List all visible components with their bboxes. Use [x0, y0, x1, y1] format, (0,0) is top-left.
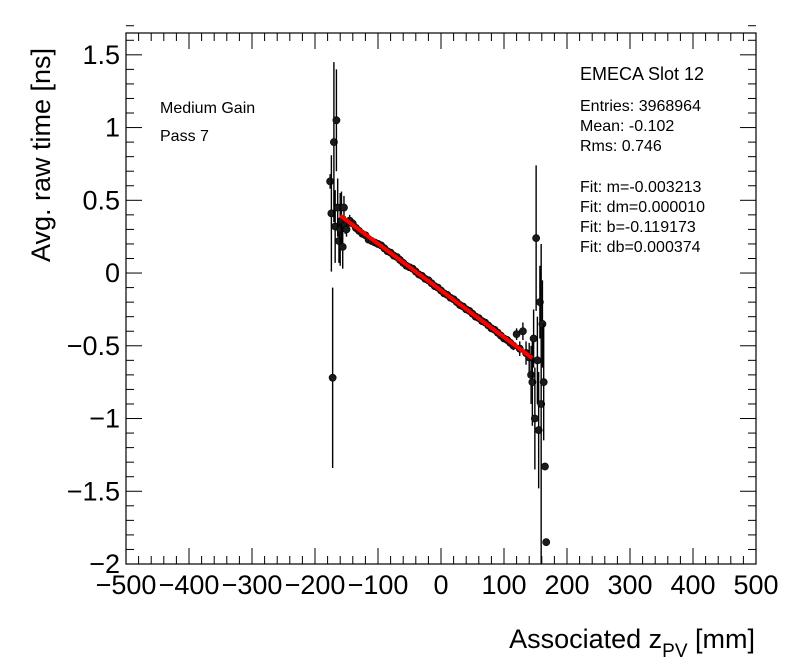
annotations: Medium Gain Pass 7 EMECA Slot 12 Entries… [160, 64, 705, 256]
fit-m-label: Fit: m=-0.003213 [580, 179, 702, 196]
fit-b-label: Fit: b=-0.119173 [580, 219, 696, 236]
fit-line [339, 213, 534, 360]
data-point [542, 538, 551, 547]
entries-label: Entries: 3968964 [580, 98, 701, 115]
y-tick-label: 0 [105, 258, 120, 288]
rms-label: Rms: 0.746 [580, 138, 662, 155]
data-point [532, 234, 541, 243]
data-point [340, 203, 348, 212]
mean-label: Mean: -0.102 [580, 118, 674, 135]
x-tick-label: −500 [96, 570, 157, 600]
y-tick-label: −1 [89, 404, 120, 434]
data-point [328, 373, 337, 382]
x-axis-title-sub: PV [662, 641, 688, 662]
fit-dm-label: Fit: dm=0.000010 [580, 199, 705, 216]
x-axis-title: Associated zPV [mm] [509, 624, 755, 662]
x-tick-label: 200 [544, 570, 589, 600]
x-tick-labels: −500 −400 −300 −200 −100 0 100 200 300 400 500 [96, 570, 779, 600]
pass-label: Pass 7 [160, 128, 209, 145]
y-tick-label: −1.5 [67, 476, 120, 506]
slot-label: EMECA Slot 12 [580, 64, 704, 84]
data-point [528, 378, 537, 387]
x-tick-label: −400 [159, 570, 220, 600]
x-tick-label: −100 [348, 570, 409, 600]
x-tick-label: 0 [433, 570, 448, 600]
x-tick-label: 300 [607, 570, 652, 600]
fit-db-label: Fit: db=0.000374 [580, 239, 701, 256]
y-axis-title: Avg. raw time [ns] [26, 48, 56, 262]
x-tick-label: 500 [733, 570, 778, 600]
data-point [519, 327, 527, 336]
data-point [530, 414, 539, 423]
data-point [332, 116, 341, 125]
data-point [541, 462, 549, 471]
axis-ticks [125, 25, 757, 565]
data-point [534, 426, 543, 435]
gain-label: Medium Gain [160, 100, 255, 117]
x-tick-label: −300 [222, 570, 283, 600]
x-tick-label: 400 [670, 570, 715, 600]
data-point [539, 378, 548, 387]
y-tick-labels: −2 −1.5 −1 −0.5 0 0.5 1 1.5 [67, 40, 120, 579]
x-tick-label: 100 [481, 570, 526, 600]
data-point [538, 320, 547, 328]
plot-frame [125, 32, 757, 565]
data-point [329, 138, 338, 147]
data-point [338, 242, 347, 251]
y-tick-label: 1 [105, 113, 120, 143]
x-axis-title-unit: [mm] [688, 624, 756, 654]
x-tick-label: −200 [285, 570, 346, 600]
x-axis-title-main: Associated z [509, 624, 662, 654]
y-tick-label: −2 [89, 549, 120, 579]
y-tick-label: −0.5 [67, 331, 120, 361]
data-point [527, 370, 535, 379]
data-point [537, 400, 546, 408]
y-tick-label: 1.5 [82, 40, 120, 70]
data-point [342, 225, 351, 234]
y-tick-label: 0.5 [82, 185, 120, 215]
data-point [529, 334, 538, 343]
data-point [512, 330, 521, 339]
data-point [533, 356, 542, 365]
data-point [326, 177, 335, 186]
fit-layer [339, 213, 534, 360]
